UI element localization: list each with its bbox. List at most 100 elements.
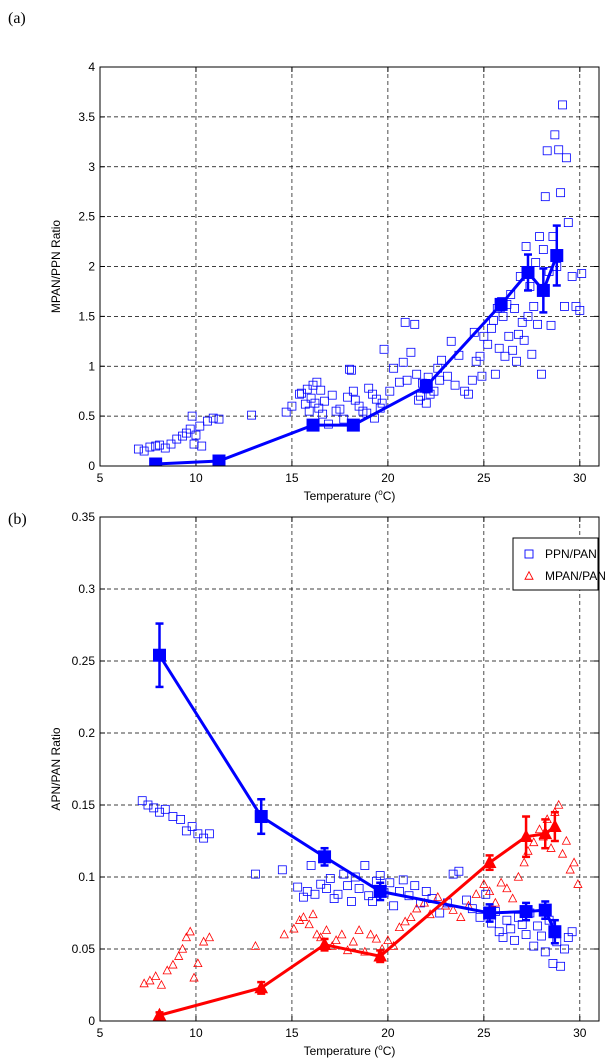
- data-point-triangle: [383, 935, 393, 944]
- data-point-triangle: [348, 936, 359, 946]
- x-tick-label: 25: [477, 1026, 491, 1040]
- data-point-square: [208, 413, 218, 423]
- data-point-triangle: [177, 943, 188, 953]
- data-point-square: [195, 421, 205, 431]
- legend-label: PPN/PAN: [545, 547, 597, 561]
- data-point-square: [347, 897, 356, 906]
- plot-area: [133, 100, 587, 466]
- data-point-square: [145, 442, 155, 452]
- panel-b-label: (b): [8, 511, 27, 528]
- data-point-triangle: [279, 929, 289, 939]
- data-point-square: [512, 356, 521, 366]
- data-point-square: [537, 931, 546, 941]
- y-tick-label: 1.5: [78, 309, 95, 323]
- data-point-triangle: [331, 935, 341, 944]
- data-point-triangle: [193, 958, 203, 968]
- legend-triangle-icon: [524, 570, 534, 580]
- data-point-square: [477, 371, 487, 381]
- mean-marker: [152, 1007, 167, 1021]
- data-point-square: [320, 396, 329, 406]
- data-point-square: [475, 351, 485, 361]
- x-tick-label: 5: [97, 471, 104, 485]
- mean-marker: [212, 454, 226, 466]
- data-point-square: [498, 933, 508, 942]
- data-point-square: [437, 355, 447, 365]
- data-point-square: [446, 336, 456, 346]
- y-tick-label: 0: [88, 459, 95, 473]
- y-tick-label: 0.2: [78, 726, 95, 740]
- y-tick-label: 1: [88, 359, 95, 373]
- x-tick-label: 25: [477, 471, 491, 485]
- data-point-triangle: [198, 936, 209, 946]
- data-point-square: [214, 414, 224, 424]
- chart-a: 5 10 15 20 25 30 0 0.5 1 1.5 2 2.5 3 3.5 4 Temperature …: [49, 60, 600, 503]
- mean-marker: [521, 265, 535, 279]
- data-point-square: [529, 301, 539, 311]
- data-point-square: [143, 800, 153, 810]
- data-point-square: [345, 364, 354, 374]
- data-point-triangle: [162, 965, 172, 975]
- data-point-triangle: [377, 943, 387, 953]
- mean-marker: [152, 648, 166, 662]
- data-point-square: [203, 416, 212, 426]
- data-point-square: [546, 320, 556, 330]
- data-point-square: [160, 804, 170, 814]
- data-point-triangle: [557, 848, 568, 858]
- data-point-square: [448, 869, 458, 879]
- data-point-square: [410, 319, 420, 329]
- data-point-triangle: [250, 940, 261, 950]
- data-point-square: [410, 881, 420, 891]
- x-tick-label: 10: [189, 471, 203, 485]
- data-point-triangle: [490, 897, 501, 907]
- data-point-square: [510, 935, 519, 945]
- y-tick-label: 0.05: [72, 942, 96, 956]
- data-point-square: [187, 411, 197, 421]
- plot-frame: [99, 66, 600, 467]
- data-point-square: [521, 930, 531, 939]
- data-point-triangle: [565, 864, 575, 874]
- y-tick-label: 0.5: [78, 409, 95, 423]
- x-axis-label: Temperature (oC): [304, 1043, 396, 1058]
- data-point-square: [435, 908, 445, 918]
- data-point-square: [483, 339, 493, 349]
- data-point-square: [558, 100, 567, 110]
- data-point-triangle: [400, 916, 410, 926]
- data-point-triangle: [479, 879, 489, 888]
- data-point-square: [389, 901, 399, 911]
- data-point-square: [442, 371, 452, 381]
- data-point-square: [519, 335, 529, 345]
- mean-marker: [254, 810, 268, 824]
- x-axis-label: Temperature (oC): [304, 488, 396, 503]
- data-point-square: [400, 317, 410, 327]
- data-point-square: [542, 146, 552, 156]
- data-point-square: [166, 439, 176, 449]
- mean-marker: [548, 819, 562, 832]
- data-point-square: [535, 232, 544, 241]
- plot-area: [137, 622, 583, 1021]
- data-point-square: [247, 410, 257, 420]
- data-point-square: [513, 329, 523, 339]
- mean-marker: [519, 829, 533, 843]
- data-point-square: [469, 327, 479, 337]
- data-point-square: [510, 303, 519, 313]
- data-point-triangle: [181, 932, 192, 942]
- plot-frame: [99, 516, 600, 1022]
- data-point-triangle: [298, 912, 309, 921]
- y-axis-label: APN/PAN Ratio: [49, 727, 63, 810]
- y-tick-label: 0.15: [72, 798, 96, 812]
- data-point-triangle: [204, 932, 215, 942]
- data-point-square: [348, 386, 358, 396]
- data-point-square: [517, 920, 527, 929]
- data-point-triangle: [561, 835, 572, 845]
- data-point-triangle: [304, 919, 314, 929]
- data-point-square: [577, 269, 587, 278]
- data-point-square: [517, 317, 527, 327]
- data-point-square: [464, 389, 473, 399]
- x-tick-label: 15: [285, 1026, 299, 1040]
- data-point-square: [402, 375, 412, 385]
- y-tick-label: 0.3: [78, 582, 95, 596]
- data-point-triangle: [139, 978, 149, 988]
- data-point-square: [540, 192, 550, 202]
- data-point-triangle: [394, 922, 405, 932]
- data-point-square: [398, 875, 408, 885]
